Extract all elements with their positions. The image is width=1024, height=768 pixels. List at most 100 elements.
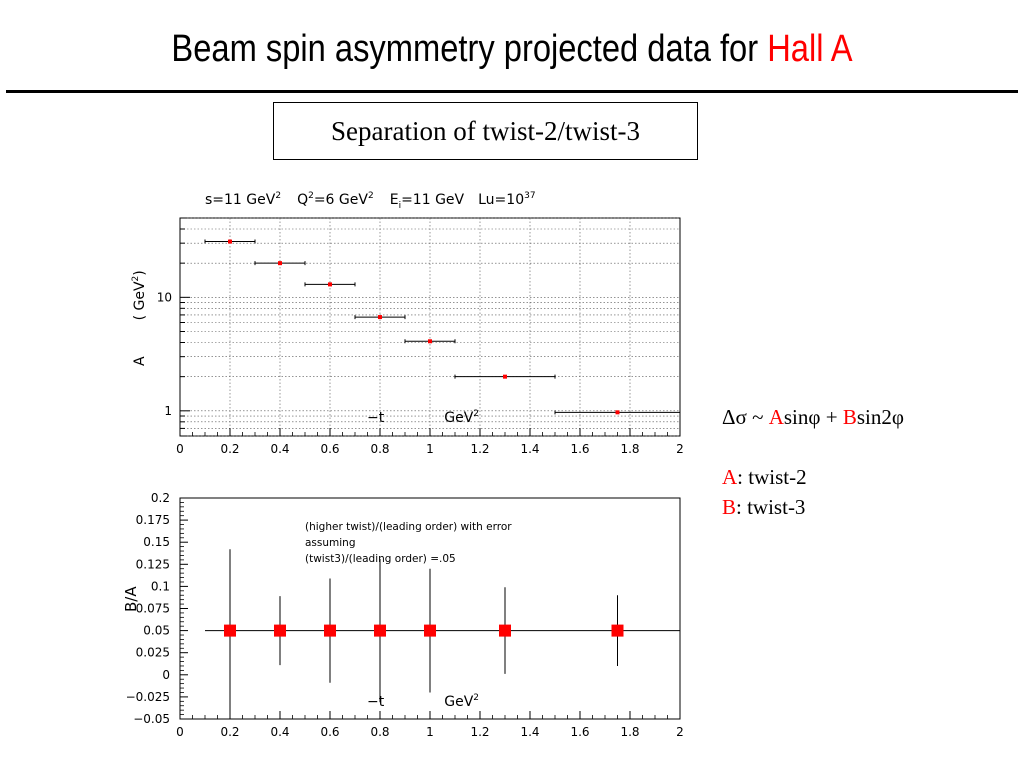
formula-delta-sigma: Δσ xyxy=(722,405,747,429)
subtitle-text: Separation of twist-2/twist-3 xyxy=(331,115,640,146)
bottom-x-tick-label: 0.6 xyxy=(320,725,339,739)
twist3-label: B xyxy=(722,495,737,519)
bottom-plot-x-label: −t GeV2 xyxy=(367,693,479,710)
bottom-x-tick-label: 0.4 xyxy=(270,725,289,739)
top-x-tick-label: 0.2 xyxy=(220,442,239,456)
bottom-plot-points xyxy=(224,549,624,719)
top-point-marker xyxy=(278,261,282,266)
bottom-plot: 0 0.2 0.4 0.6 0.8 1 1.2 1.4 1.6 1.8 2 0.2 0.175 0.15… xyxy=(122,491,684,739)
header-q: Q xyxy=(297,192,308,208)
top-x-tick-label: 0 xyxy=(176,442,184,456)
annotation-line-1: (higher twist)/(leading order) with erro… xyxy=(305,521,512,533)
top-x-tick-label: 1.4 xyxy=(520,442,539,456)
slide-title: Beam spin asymmetry projected data for H… xyxy=(72,26,953,72)
top-plot-x-label: −t GeV2 xyxy=(367,409,479,426)
top-plot-ticks xyxy=(179,217,681,437)
bottom-y-tick-label: 0.15 xyxy=(143,535,170,549)
bottom-x-tick-label: 1.4 xyxy=(520,725,539,739)
bottom-x-tick-label: 1.6 xyxy=(570,725,589,739)
bottom-plot-ticks xyxy=(179,497,681,720)
top-point-marker xyxy=(428,339,432,344)
top-x-tick-label: 0.6 xyxy=(320,442,339,456)
bottom-x-tick-label: 0 xyxy=(176,725,184,739)
header-q-val-exp: 2 xyxy=(368,191,374,201)
bottom-y-tick-label: −0.025 xyxy=(126,690,170,704)
bot-x-label-unit: GeV xyxy=(444,694,473,710)
top-plot: s=11 GeV2 Q2=6 GeV2 Ei=11 GeV Lu=1037 0 0.2 0… xyxy=(131,191,684,456)
twist2-label: A xyxy=(722,465,738,489)
top-x-label-unit-exp: 2 xyxy=(473,409,479,419)
twist2-text: : twist-2 xyxy=(737,465,807,489)
header-e-val: =11 GeV xyxy=(401,192,464,208)
top-plot-y-tick-labels: 1 10 xyxy=(157,290,172,417)
bottom-x-tick-label: 0.2 xyxy=(220,725,239,739)
bottom-y-tick-label: 0.175 xyxy=(136,513,170,527)
bottom-point-marker xyxy=(224,624,236,637)
top-y-tick-label: 10 xyxy=(157,290,172,304)
top-point-marker xyxy=(378,315,382,320)
top-y-label-a: A xyxy=(132,356,148,366)
formula-sin-2phi: sin2φ xyxy=(856,405,905,429)
top-x-tick-label: 0.4 xyxy=(270,442,289,456)
formula-line: Δσ ~ Asinφ + Bsin2φ xyxy=(722,402,1012,432)
bottom-point-marker xyxy=(324,624,336,637)
bottom-point-marker xyxy=(274,624,286,637)
top-y-label-unit: ( GeV xyxy=(132,281,148,320)
top-plot-y-label: A ( GeV2) xyxy=(131,270,148,366)
annotation-line-3: (twist3)/(leading order) =.05 xyxy=(305,553,456,565)
header-q-val: =6 GeV xyxy=(314,192,369,208)
bot-x-label-t: −t xyxy=(367,694,385,710)
top-x-label-unit: GeV xyxy=(444,410,473,426)
twist2-line: A: twist-2 xyxy=(722,462,1012,492)
top-point-marker xyxy=(503,374,507,379)
top-plot-x-tick-labels: 0 0.2 0.4 0.6 0.8 1 1.2 1.4 1.6 1.8 2 xyxy=(176,442,684,456)
formula-tilde: ~ xyxy=(746,405,769,429)
header-q-exp: 2 xyxy=(308,191,314,201)
top-x-tick-label: 1.6 xyxy=(570,442,589,456)
top-point-marker xyxy=(615,410,620,415)
formula-a: A xyxy=(768,405,784,429)
header-lu-exp: 37 xyxy=(524,191,535,201)
formula-spacer xyxy=(722,432,1012,462)
bottom-point-marker xyxy=(499,624,511,637)
bottom-y-tick-label: 0.025 xyxy=(136,646,170,660)
bottom-x-tick-label: 1.8 xyxy=(620,725,639,739)
top-y-label-unit-exp: 2 xyxy=(131,276,141,282)
top-x-tick-label: 1.2 xyxy=(470,442,489,456)
bottom-y-tick-label: 0.1 xyxy=(151,579,170,593)
top-point-marker xyxy=(228,239,232,244)
twist3-line: B: twist-3 xyxy=(722,492,1012,522)
title-divider xyxy=(6,90,1018,93)
bottom-x-tick-label: 1 xyxy=(426,725,434,739)
formula-plus: + xyxy=(820,405,843,429)
top-plot-points xyxy=(204,239,681,415)
bottom-plot-annotation: (higher twist)/(leading order) with erro… xyxy=(305,521,515,565)
bot-x-label-unit-exp: 2 xyxy=(473,693,479,703)
bottom-plot-y-label: B/A xyxy=(122,586,140,612)
bottom-x-tick-label: 0.8 xyxy=(370,725,389,739)
bottom-plot-y-tick-labels: 0.2 0.175 0.15 0.125 0.1 0.075 0.05 0.025 0 −0.02… xyxy=(126,491,170,726)
slide-title-main: Beam spin asymmetry projected data for xyxy=(171,28,768,70)
top-x-tick-label: 1.8 xyxy=(620,442,639,456)
bottom-plot-x-tick-labels: 0 0.2 0.4 0.6 0.8 1 1.2 1.4 1.6 1.8 2 xyxy=(176,725,684,739)
bottom-x-tick-label: 2 xyxy=(676,725,684,739)
bottom-y-tick-label: 0.2 xyxy=(151,491,170,505)
bottom-point-marker xyxy=(611,624,624,637)
header-s-exp: 2 xyxy=(275,191,281,201)
top-x-label-t: −t xyxy=(367,410,385,426)
bottom-y-tick-label: 0.125 xyxy=(136,557,170,571)
top-point-marker xyxy=(328,282,332,287)
formula-sin-phi: sinφ xyxy=(783,405,821,429)
slide-title-highlight: Hall A xyxy=(767,28,853,70)
header-e-sub: i xyxy=(399,201,402,211)
formula-panel: Δσ ~ Asinφ + Bsin2φ A: twist-2 B: twist-… xyxy=(722,402,1012,522)
bottom-x-tick-label: 1.2 xyxy=(470,725,489,739)
bottom-y-tick-label: −0.05 xyxy=(133,712,170,726)
bottom-point-marker xyxy=(424,624,436,637)
bottom-y-tick-label: 0.075 xyxy=(136,602,170,616)
bottom-y-tick-label: 0.05 xyxy=(143,624,170,638)
twist3-text: : twist-3 xyxy=(736,495,806,519)
bottom-y-tick-label: 0 xyxy=(162,668,170,682)
header-e: E xyxy=(390,192,399,208)
